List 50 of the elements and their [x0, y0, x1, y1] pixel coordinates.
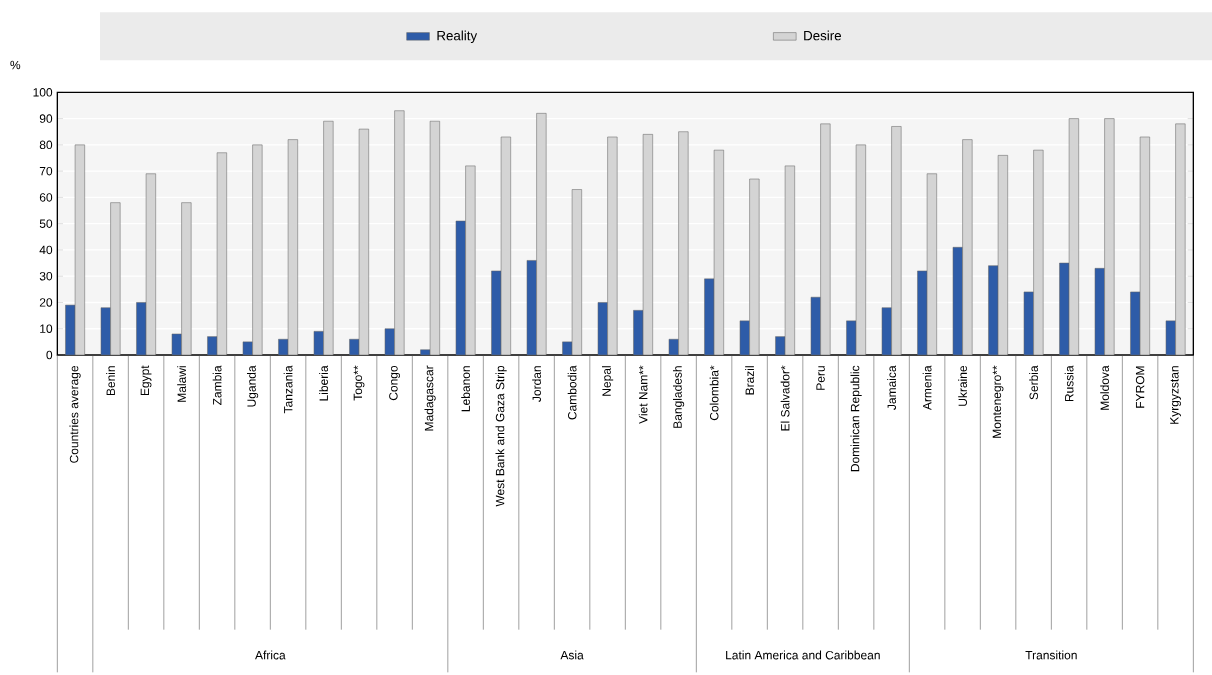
text: Africa [255, 650, 286, 660]
x-tick-label: Egypt [140, 365, 152, 396]
x-tick-label: Moldova [1100, 365, 1110, 410]
y-tick-label: 50 [39, 219, 53, 228]
x-tick-label: West Bank and Gaza Strip [495, 365, 507, 507]
x-tick-label: Nepal [601, 366, 614, 396]
legend-label: Desire [804, 30, 841, 41]
x-tick-label: Viet Nam** [638, 365, 648, 424]
x-tick-label: Madagascar [424, 365, 436, 431]
legend-label: Reality [437, 30, 478, 43]
x-tick-label: El Salvador* [780, 365, 790, 431]
y-tick-label: 10 [40, 324, 53, 333]
x-tick-label: Benin [106, 366, 115, 396]
x-tick-label: Zambia [212, 365, 222, 406]
text: Transition [1025, 650, 1077, 660]
x-tick-label: FYROM [1135, 366, 1145, 408]
x-tick-label: Cambodia [567, 365, 577, 420]
x-tick-label: Ukraine [958, 365, 968, 406]
x-tick-label: Colombia* [709, 365, 719, 421]
x-tick-label: Malawi [177, 366, 186, 402]
y-tick-label: 30 [39, 271, 53, 281]
x-tick-label: Peru [816, 366, 825, 390]
x-tick-label: Dominican Republic [850, 365, 862, 472]
x-tick-label: Brazil [745, 366, 755, 395]
y-tick-label: 70 [39, 166, 53, 176]
y-tick-label: 60 [39, 193, 53, 202]
x-tick-label: Liberia [319, 365, 328, 401]
x-tick-label: Kyrgyzstan [1170, 366, 1181, 424]
x-tick-label: Countries average [69, 365, 81, 463]
text: Latin America and Caribbean [726, 650, 880, 660]
y-tick-label: 0 [46, 350, 53, 360]
x-tick-label: Jordan [532, 366, 542, 402]
x-tick-label: Lebanon [461, 366, 471, 412]
y-tick-label: 100 [33, 88, 53, 97]
x-tick-label: Serbia [1029, 365, 1039, 400]
y-tick-label: 40 [39, 245, 53, 255]
y-tick-label: 20 [39, 298, 53, 307]
y-tick-label: 90 [39, 114, 53, 123]
x-tick-label: Armenia [922, 365, 932, 411]
x-tick-label: Uganda [246, 365, 259, 407]
x-tick-label: Bangladesh [673, 366, 685, 428]
x-tick-label: Tanzania [283, 365, 293, 414]
x-tick-label: Russia [1064, 365, 1074, 402]
x-tick-label: Congo [389, 365, 401, 401]
text: Asia [560, 650, 584, 660]
y-axis-title: % [10, 60, 21, 70]
x-tick-label: Jamaica [887, 365, 897, 410]
y-tick-label: 80 [39, 140, 53, 150]
x-tick-label: Montenegro** [992, 365, 1004, 438]
x-tick-label: Togo** [353, 365, 365, 401]
